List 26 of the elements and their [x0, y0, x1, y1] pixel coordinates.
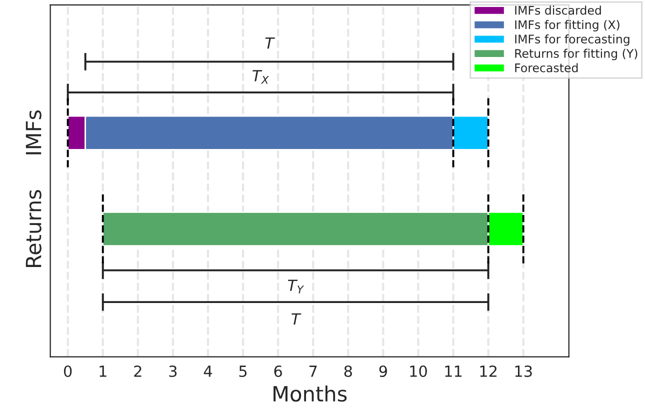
x-tick-label: 5	[239, 366, 247, 378]
x-tick-label: 13	[515, 365, 532, 378]
x-tick-label: 4	[204, 366, 212, 377]
legend-label: Returns for fitting (Y)	[515, 48, 638, 60]
x-axis-title: Months	[274, 386, 347, 402]
annotation: T	[265, 37, 275, 49]
x-tick-label: 1	[100, 366, 106, 377]
x-tick-label: 12	[480, 365, 496, 377]
legend-label: IMFs discarded	[515, 6, 601, 15]
x-tick-label: 11	[445, 366, 462, 377]
x-tick-label: 0	[64, 365, 72, 378]
x-tick-label: 6	[274, 365, 282, 378]
annotation: T$_{Y}$	[288, 280, 304, 294]
x-tick-label: 2	[134, 365, 142, 377]
x-tick-label: 9	[379, 365, 387, 378]
annotation: T$_{X}$	[252, 70, 269, 84]
legend-label: Forecasted	[515, 63, 578, 72]
x-tick-label: 8	[344, 365, 352, 378]
x-tick-label: 10	[410, 365, 427, 378]
annotation: T	[292, 313, 302, 325]
legend-label: IMFs for fitting (X)	[515, 20, 620, 32]
x-tick-label: 7	[309, 366, 317, 377]
y-tick-label: Returns	[26, 190, 42, 267]
x-tick-label: 3	[169, 365, 177, 378]
legend-label: IMFs for forecasting	[515, 34, 630, 46]
y-tick-label: IMFs	[26, 110, 42, 154]
